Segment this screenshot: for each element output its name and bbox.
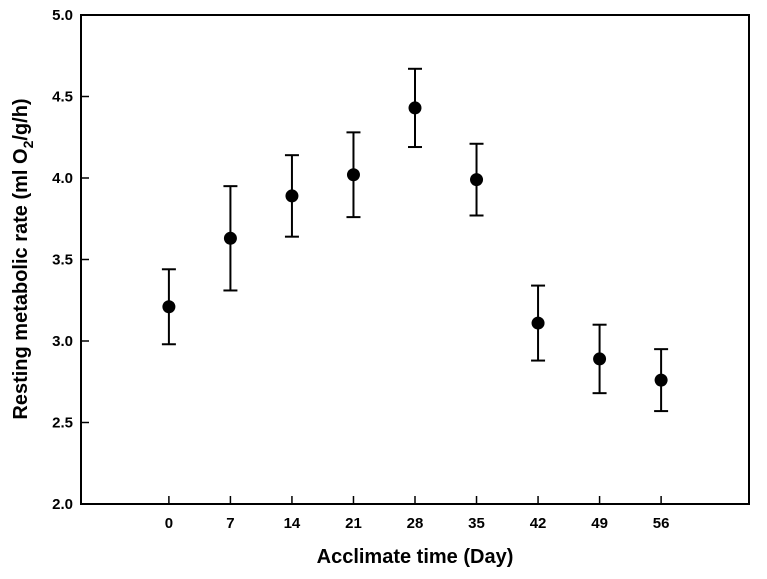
data-point: [223, 231, 237, 245]
data-point: [593, 352, 607, 366]
y-tick-label: 4.5: [52, 89, 73, 106]
data-point-group: [469, 142, 484, 217]
y-axis-title-tail: /g/h): [10, 98, 32, 140]
y-tick-label: 2.5: [52, 415, 73, 432]
data-point-group: [531, 284, 546, 362]
x-axis-title: Acclimate time (Day): [317, 546, 514, 568]
x-tick-label: 21: [345, 515, 362, 532]
data-point: [408, 101, 422, 115]
x-tick-label: 35: [468, 515, 485, 532]
x-tick-label: 42: [530, 515, 547, 532]
x-tick-label: 49: [591, 515, 608, 532]
x-tick-label: 7: [226, 515, 234, 532]
x-tick-label: 56: [653, 515, 670, 532]
x-tick-label: 0: [165, 515, 173, 532]
data-point: [162, 300, 176, 314]
data-point: [654, 373, 668, 387]
y-axis-title: Resting metabolic rate (ml O2/g/h): [10, 98, 36, 419]
data-point: [346, 168, 360, 182]
data-point-group: [654, 348, 669, 413]
y-tick-label: 3.5: [52, 252, 73, 269]
y-tick-label: 2.0: [52, 496, 73, 513]
y-axis-title-subscript: 2: [20, 140, 36, 148]
data-point-group: [408, 67, 422, 149]
y-tick-label: 5.0: [52, 7, 73, 24]
y-axis-ticks: 2.0 2.5 3.0 3.5 4.0 4.5 5.0: [52, 7, 89, 513]
data-point: [470, 173, 484, 187]
y-tick-label: 3.0: [52, 333, 73, 350]
data-point-group: [284, 154, 299, 238]
data-point-group: [223, 185, 238, 292]
x-tick-label: 14: [284, 515, 301, 532]
data-points: [161, 67, 669, 413]
data-point: [531, 316, 545, 330]
data-point: [285, 189, 299, 203]
data-point-group: [592, 323, 607, 395]
y-tick-label: 4.0: [52, 170, 73, 187]
data-point-group: [346, 131, 361, 219]
x-axis-ticks: 0 7 14 21 28 35 42 49 56: [165, 496, 670, 532]
data-point-group: [161, 268, 176, 346]
y-axis-title-main: Resting metabolic rate (ml O: [10, 148, 32, 419]
x-tick-label: 28: [407, 515, 424, 532]
